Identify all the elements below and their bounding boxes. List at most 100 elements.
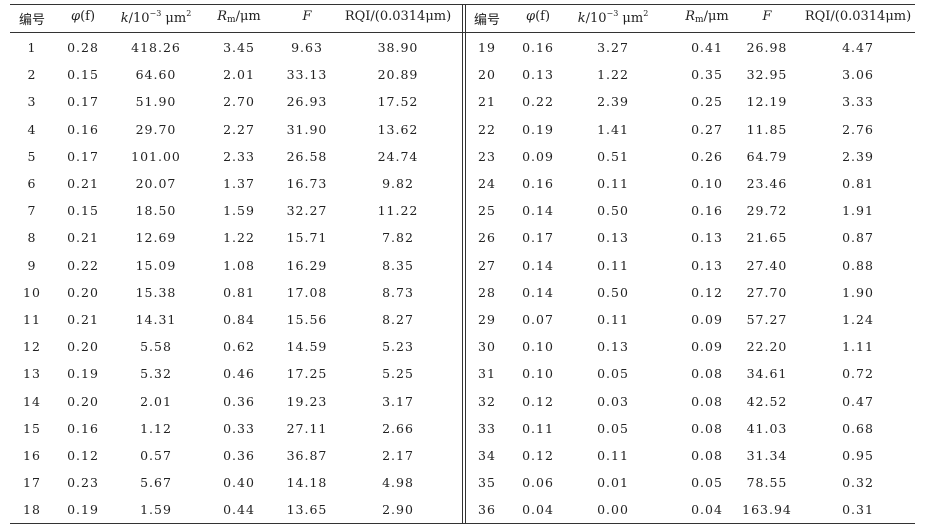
cell-f: 16.73 <box>286 176 328 191</box>
cell-pore-radius: 1.08 <box>223 257 255 273</box>
cell-rqi: 8.73 <box>382 284 414 300</box>
cell-permeability: 29.70 <box>135 121 177 137</box>
table-row: 30 0.10 0.13 0.09 22.20 1.11 <box>466 335 915 362</box>
table-row: 27 0.14 0.11 0.13 27.40 0.88 <box>466 254 915 281</box>
header-k-square: 2 <box>186 9 192 18</box>
cell-rqi: 0.31 <box>842 502 874 518</box>
cell-porosity: 0.11 <box>522 420 554 436</box>
cell-permeability: 0.11 <box>597 257 629 273</box>
cell-f: 13.65 <box>286 502 328 518</box>
cell-pore-radius: 0.04 <box>691 502 723 518</box>
cell-rqi: 2.90 <box>382 502 414 518</box>
cell-permeability: 5.58 <box>140 339 172 355</box>
cell-pore-radius: 0.84 <box>223 312 255 327</box>
cell-id: 15 <box>23 420 41 436</box>
cell-f: 27.40 <box>746 257 788 273</box>
table-row: 20 0.13 1.22 0.35 32.95 3.06 <box>466 63 915 90</box>
table-row: 16 0.12 0.57 0.36 36.87 2.17 <box>10 444 462 471</box>
cell-rqi: 0.68 <box>842 420 874 436</box>
cell-pore-radius: 0.35 <box>691 67 723 83</box>
cell-f: 26.58 <box>286 148 328 164</box>
header-phi-arg: (f) <box>80 9 96 24</box>
cell-id: 28 <box>478 284 496 300</box>
header-rm-symbol: R <box>685 9 696 24</box>
cell-f: 34.61 <box>746 366 788 382</box>
cell-porosity: 0.23 <box>67 475 99 491</box>
cell-id: 19 <box>478 40 496 55</box>
cell-permeability: 18.50 <box>135 203 177 219</box>
cell-porosity: 0.09 <box>522 148 554 164</box>
cell-rqi: 38.90 <box>377 40 419 55</box>
cell-rqi: 2.76 <box>842 121 874 137</box>
cell-permeability: 0.51 <box>597 148 629 164</box>
cell-rqi: 3.17 <box>382 393 414 409</box>
cell-id: 9 <box>27 257 37 273</box>
cell-permeability: 1.22 <box>597 67 629 83</box>
cell-porosity: 0.17 <box>67 94 99 110</box>
table-row: 11 0.21 14.31 0.84 15.56 8.27 <box>10 308 462 335</box>
header-rm-unit: /μm <box>235 9 261 24</box>
cell-permeability: 0.11 <box>597 176 629 191</box>
table-row: 1 0.28 418.26 3.45 9.63 38.90 <box>10 36 462 63</box>
cell-pore-radius: 0.36 <box>223 448 255 463</box>
cell-permeability: 0.05 <box>597 366 629 382</box>
cell-porosity: 0.15 <box>67 203 99 219</box>
cell-pore-radius: 2.33 <box>223 148 255 164</box>
cell-permeability: 5.67 <box>140 475 172 491</box>
header-f: F <box>762 9 771 24</box>
data-table: 编号 φ(f) k/10−3 μm2 Rm/μm F RQI/(0.0314μm… <box>10 4 915 526</box>
cell-f: 31.34 <box>746 448 788 463</box>
cell-id: 29 <box>478 312 496 327</box>
cell-id: 33 <box>478 420 496 436</box>
cell-pore-radius: 1.22 <box>223 230 255 246</box>
cell-pore-radius: 0.05 <box>691 475 723 491</box>
cell-f: 17.25 <box>286 366 328 382</box>
cell-permeability: 0.01 <box>597 475 629 491</box>
cell-id: 7 <box>27 203 37 219</box>
cell-pore-radius: 0.08 <box>691 366 723 382</box>
cell-porosity: 0.22 <box>522 94 554 110</box>
cell-porosity: 0.12 <box>522 393 554 409</box>
cell-id: 11 <box>23 312 41 327</box>
cell-pore-radius: 0.46 <box>223 366 255 382</box>
header-f-symbol: F <box>302 9 312 24</box>
cell-f: 29.72 <box>746 203 788 219</box>
cell-porosity: 0.13 <box>522 67 554 83</box>
table-row: 23 0.09 0.51 0.26 64.79 2.39 <box>466 145 915 172</box>
cell-f: 11.85 <box>746 121 788 137</box>
cell-porosity: 0.19 <box>522 121 554 137</box>
cell-permeability: 15.09 <box>135 257 177 273</box>
cell-permeability: 2.39 <box>597 94 629 110</box>
header-k-square: 2 <box>643 9 649 18</box>
cell-permeability: 1.59 <box>140 502 172 518</box>
cell-porosity: 0.14 <box>522 203 554 219</box>
header-rm-symbol: R <box>217 9 228 24</box>
table-right-half: 编号 φ(f) k/10−3 μm2 Rm/μm F RQI/(0.0314μm… <box>466 4 915 523</box>
cell-pore-radius: 0.10 <box>691 176 723 191</box>
cell-id: 24 <box>478 176 496 191</box>
header-k-exponent: −3 <box>149 9 162 18</box>
cell-rqi: 4.98 <box>382 475 414 491</box>
cell-porosity: 0.04 <box>522 502 554 518</box>
header-id: 编号 <box>474 9 500 28</box>
cell-permeability: 1.12 <box>140 420 172 436</box>
cell-permeability: 64.60 <box>135 67 177 83</box>
header-k-unit-a: /10 <box>128 11 150 26</box>
cell-id: 13 <box>23 366 41 382</box>
cell-id: 5 <box>27 148 37 164</box>
header-permeability: k/10−3 μm2 <box>121 9 192 26</box>
table-row: 13 0.19 5.32 0.46 17.25 5.25 <box>10 362 462 389</box>
cell-pore-radius: 0.25 <box>691 94 723 110</box>
table-row: 18 0.19 1.59 0.44 13.65 2.90 <box>10 498 462 525</box>
cell-pore-radius: 0.40 <box>223 475 255 491</box>
cell-porosity: 0.16 <box>522 40 554 55</box>
cell-f: 26.98 <box>746 40 788 55</box>
cell-porosity: 0.20 <box>67 393 99 409</box>
cell-id: 25 <box>478 203 496 219</box>
cell-permeability: 0.50 <box>597 284 629 300</box>
table-row: 8 0.21 12.69 1.22 15.71 7.82 <box>10 226 462 253</box>
table-double-divider-left <box>462 4 463 524</box>
cell-porosity: 0.20 <box>67 284 99 300</box>
header-porosity: φ(f) <box>71 9 95 24</box>
cell-pore-radius: 2.70 <box>223 94 255 110</box>
